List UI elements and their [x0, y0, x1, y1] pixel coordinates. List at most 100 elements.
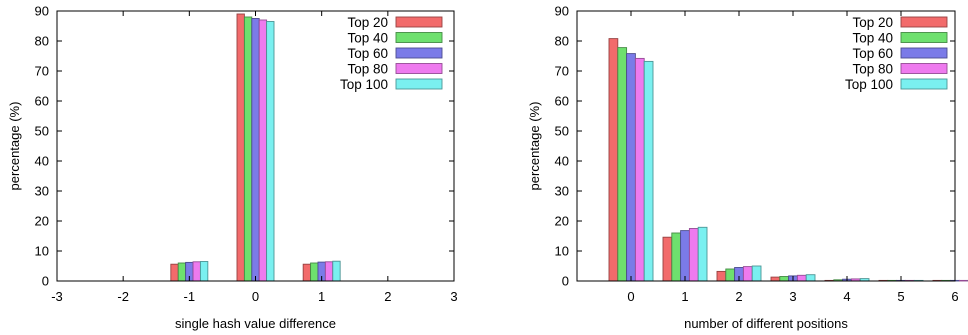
- legend-label: Top 20: [347, 15, 388, 30]
- bar-top-40-xm1: [177, 262, 187, 282]
- x-tick-label: 2: [735, 289, 742, 304]
- bars: [170, 13, 341, 282]
- y-axis: 0 10 20 30 40 50 60 70 80 90: [555, 4, 955, 289]
- bar-top-80-x6: [958, 279, 968, 282]
- y-tick-label: 90: [555, 4, 569, 19]
- y-tick-label: 40: [555, 154, 569, 169]
- bar-top-40-x1: [310, 262, 319, 282]
- legend-swatch: [395, 32, 443, 43]
- bar-top-100-x2: [751, 265, 762, 282]
- legend-label: Top 60: [347, 46, 388, 61]
- bar-top-80-x3: [796, 274, 807, 282]
- y-tick-label: 40: [35, 154, 49, 169]
- x-tick-label: 0: [627, 289, 634, 304]
- legend-swatch: [900, 47, 948, 59]
- chart-different-positions: 0 10 20 30 40 50 60 70 80 90 0 1 2 3 4 5 6 number of diff…: [527, 4, 968, 331]
- bar-top-20-x1: [662, 236, 673, 282]
- x-axis: 0 1 2 3 4 5 6: [627, 11, 959, 304]
- x-tick-label: 3: [450, 289, 457, 304]
- x-tick-label: 3: [789, 289, 796, 304]
- legend-label: Top 80: [347, 62, 388, 77]
- x-tick-label: -2: [117, 289, 129, 304]
- x-axis: -3 -2 -1 0 1 2 3: [51, 11, 458, 304]
- bar-top-100-x3: [805, 274, 816, 282]
- bar-top-100-x1: [332, 260, 341, 282]
- legend-swatch: [900, 16, 948, 28]
- y-tick-label: 80: [555, 34, 569, 49]
- y-tick-label: 10: [35, 244, 49, 259]
- y-tick-label: 20: [35, 214, 49, 229]
- y-tick-label: 90: [35, 4, 49, 19]
- y-tick-label: 50: [35, 124, 49, 139]
- bar-top-80-x1: [324, 261, 334, 282]
- x-axis-label: single hash value difference: [175, 316, 336, 331]
- legend-label: Top 100: [340, 77, 388, 92]
- legend-label: Top 40: [347, 31, 388, 46]
- legend-swatch: [395, 47, 443, 59]
- legend-label: Top 100: [845, 77, 893, 92]
- bar-top-40-x0: [243, 16, 253, 282]
- legend-label: Top 40: [852, 31, 893, 46]
- bar-top-80-x1: [688, 228, 699, 282]
- x-tick-label: 4: [843, 289, 850, 304]
- y-tick-label: 0: [42, 274, 49, 289]
- x-tick-label: 1: [681, 289, 688, 304]
- bar-top-20-x2: [716, 270, 727, 282]
- x-axis-label: number of different positions: [684, 316, 848, 331]
- y-tick-label: 30: [35, 184, 49, 199]
- legend-swatch: [900, 78, 948, 90]
- legend-swatch: [395, 63, 443, 74]
- bars: [608, 38, 968, 282]
- bar-top-40-x0: [617, 47, 628, 282]
- legend-swatch: [900, 63, 948, 74]
- x-tick-label: 1: [318, 289, 325, 304]
- x-tick-label: -1: [184, 289, 196, 304]
- plot-frame: [576, 10, 956, 282]
- legend-label: Top 20: [852, 15, 893, 30]
- bar-top-60-x1: [680, 230, 690, 282]
- bar-top-60-x0: [251, 18, 260, 282]
- bar-top-60-x0: [626, 53, 636, 282]
- bar-top-100-xm1: [199, 261, 209, 282]
- x-tick-label: 6: [951, 289, 958, 304]
- bar-top-80-x2: [742, 266, 753, 282]
- y-tick-label: 30: [555, 184, 569, 199]
- y-axis: 0 10 20 30 40 50 60 70 80 90: [35, 4, 454, 289]
- legend-swatch: [395, 16, 443, 28]
- y-tick-label: 70: [555, 64, 569, 79]
- bar-top-100-x0: [266, 21, 275, 282]
- y-tick-label: 20: [555, 214, 569, 229]
- y-tick-label: 0: [562, 274, 569, 289]
- y-tick-label: 70: [35, 64, 49, 79]
- bar-top-100-x0: [643, 60, 654, 282]
- bar-top-40-x2: [725, 268, 736, 282]
- bar-top-20-x0: [236, 13, 245, 282]
- bar-top-20-xm1: [170, 263, 179, 282]
- bar-top-80-xm1: [192, 261, 201, 282]
- bar-top-20-x0: [608, 38, 619, 282]
- x-tick-label: 5: [897, 289, 904, 304]
- y-tick-label: 60: [555, 94, 569, 109]
- y-tick-label: 60: [35, 94, 49, 109]
- x-tick-label: 2: [384, 289, 391, 304]
- legend-label: Top 60: [852, 46, 893, 61]
- y-axis-label: percentage (%): [527, 102, 542, 191]
- bar-top-40-x3: [779, 276, 790, 282]
- x-tick-label: -3: [51, 289, 63, 304]
- bar-top-20-x3: [770, 276, 781, 282]
- bar-top-80-x0: [634, 57, 645, 282]
- bar-top-40-x1: [671, 232, 682, 282]
- legend-swatch: [395, 78, 443, 90]
- y-axis-label: percentage (%): [7, 102, 22, 191]
- legend-swatch: [900, 32, 948, 43]
- y-tick-label: 80: [35, 34, 49, 49]
- chart-hash-difference: 0 10 20 30 40 50 60 70 80 90 -3 -2 -1 0 1 2 3 single hash…: [7, 4, 458, 332]
- bar-top-100-x1: [697, 226, 708, 282]
- y-tick-label: 50: [555, 124, 569, 139]
- bar-top-80-x0: [258, 19, 268, 282]
- legend-label: Top 80: [852, 62, 893, 77]
- y-tick-label: 10: [555, 244, 569, 259]
